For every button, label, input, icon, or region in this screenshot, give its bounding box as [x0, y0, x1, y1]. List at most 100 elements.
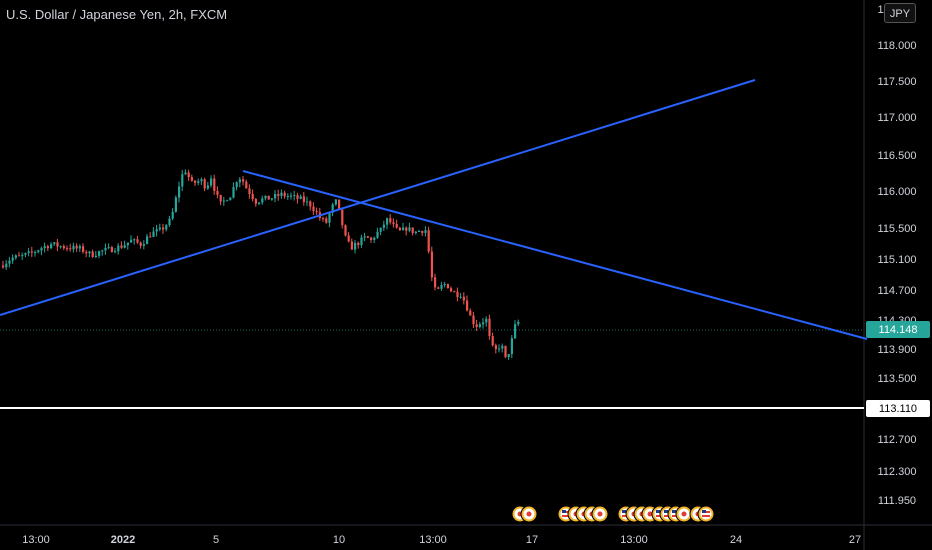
candle-body [242, 179, 245, 182]
candle-body [446, 283, 449, 289]
jp-flag-dot [526, 511, 532, 517]
us-flag-canton [622, 510, 626, 513]
candle-body [498, 348, 501, 350]
us-flag-canton [656, 510, 660, 513]
price-tick-label: 113.900 [878, 344, 917, 356]
economic-events-row[interactable] [511, 505, 715, 523]
candle-body [514, 324, 517, 339]
candle-body [110, 247, 113, 253]
candle-body [501, 345, 504, 349]
price-tick-label: 116.500 [878, 150, 917, 162]
candle-body [66, 248, 69, 250]
horizontal-line-label: 113.110 [879, 403, 917, 415]
candle-body [162, 227, 165, 230]
candle-body [24, 253, 27, 255]
candle-body [37, 250, 40, 252]
candle-body [414, 231, 417, 234]
candle-body [72, 245, 75, 250]
candle-body [504, 345, 507, 358]
candle-body [78, 246, 81, 249]
candle-body [101, 250, 104, 252]
candle-body [366, 236, 369, 238]
candle-body [376, 231, 379, 238]
price-tick-label: 114.700 [878, 285, 917, 297]
price-tick-label: 111.950 [878, 495, 916, 507]
candle-body [210, 178, 213, 186]
candle-body [226, 200, 229, 202]
candle-body [472, 315, 475, 325]
candle-body [8, 260, 11, 264]
candle-body [251, 194, 254, 200]
candle-body [123, 245, 126, 248]
candle-body [334, 199, 337, 205]
jp-flag-dot [647, 511, 653, 517]
candle-body [450, 288, 453, 292]
candle-body [264, 195, 267, 199]
rising-trendline[interactable] [0, 79, 756, 316]
candle-body [136, 239, 139, 243]
candle-body [40, 248, 43, 251]
candle-body [206, 185, 209, 189]
candle-body [2, 265, 5, 268]
candle-body [21, 254, 24, 256]
candle-body [421, 230, 424, 233]
us-flag-canton [672, 510, 676, 513]
us-flag-canton [702, 510, 706, 513]
candle-body [389, 218, 392, 223]
candle-body [434, 277, 437, 288]
us-flag-canton [664, 510, 668, 513]
candle-body [478, 324, 481, 327]
candle-body [270, 198, 273, 200]
candle-body [126, 242, 129, 246]
falling-trendline[interactable] [242, 170, 868, 340]
candle-body [194, 180, 197, 183]
candle-body [158, 227, 161, 230]
candle-body [213, 178, 216, 191]
candle-body [299, 196, 302, 199]
candle-body [456, 291, 459, 298]
candle-body [341, 209, 344, 226]
candle-body [280, 192, 283, 196]
candle-body [142, 244, 145, 246]
candle-body [443, 283, 446, 286]
candle-body [325, 218, 328, 223]
candle-body [347, 235, 350, 242]
currency-button[interactable]: JPY [884, 3, 916, 23]
candle-body [197, 181, 200, 183]
candle-body [296, 195, 299, 199]
candle-body [59, 246, 62, 248]
candle-body [363, 236, 366, 238]
candle-body [229, 197, 232, 201]
candle-body [379, 227, 382, 232]
candle-body [392, 222, 395, 224]
last-price-label: 114.148 [879, 324, 918, 336]
candle-body [139, 242, 142, 246]
candle-body [283, 192, 286, 197]
candle-body [98, 251, 101, 256]
time-tick-label: 10 [333, 534, 345, 546]
candle-body [53, 242, 56, 245]
candle-body [373, 237, 376, 240]
time-tick-label: 13:00 [22, 534, 50, 546]
jp-flag-dot [681, 511, 687, 517]
candle-body [402, 227, 405, 231]
candle-body [360, 237, 363, 246]
candle-body [43, 246, 46, 249]
candle-body [91, 251, 94, 257]
price-tick-label: 117.000 [878, 112, 917, 124]
price-tick-label: 112.300 [878, 466, 917, 478]
candlestick-series [2, 169, 520, 360]
candle-body [155, 229, 158, 232]
candle-body [11, 257, 14, 261]
price-tick-label: 113.500 [878, 373, 917, 385]
price-tick-label: 115.500 [878, 223, 917, 235]
candle-body [258, 202, 261, 204]
candle-body [290, 195, 293, 197]
candle-body [312, 206, 315, 212]
candle-body [133, 239, 136, 241]
candle-body [82, 246, 85, 252]
candle-body [181, 174, 184, 187]
candle-body [235, 182, 238, 188]
last-price-badge [866, 321, 930, 338]
